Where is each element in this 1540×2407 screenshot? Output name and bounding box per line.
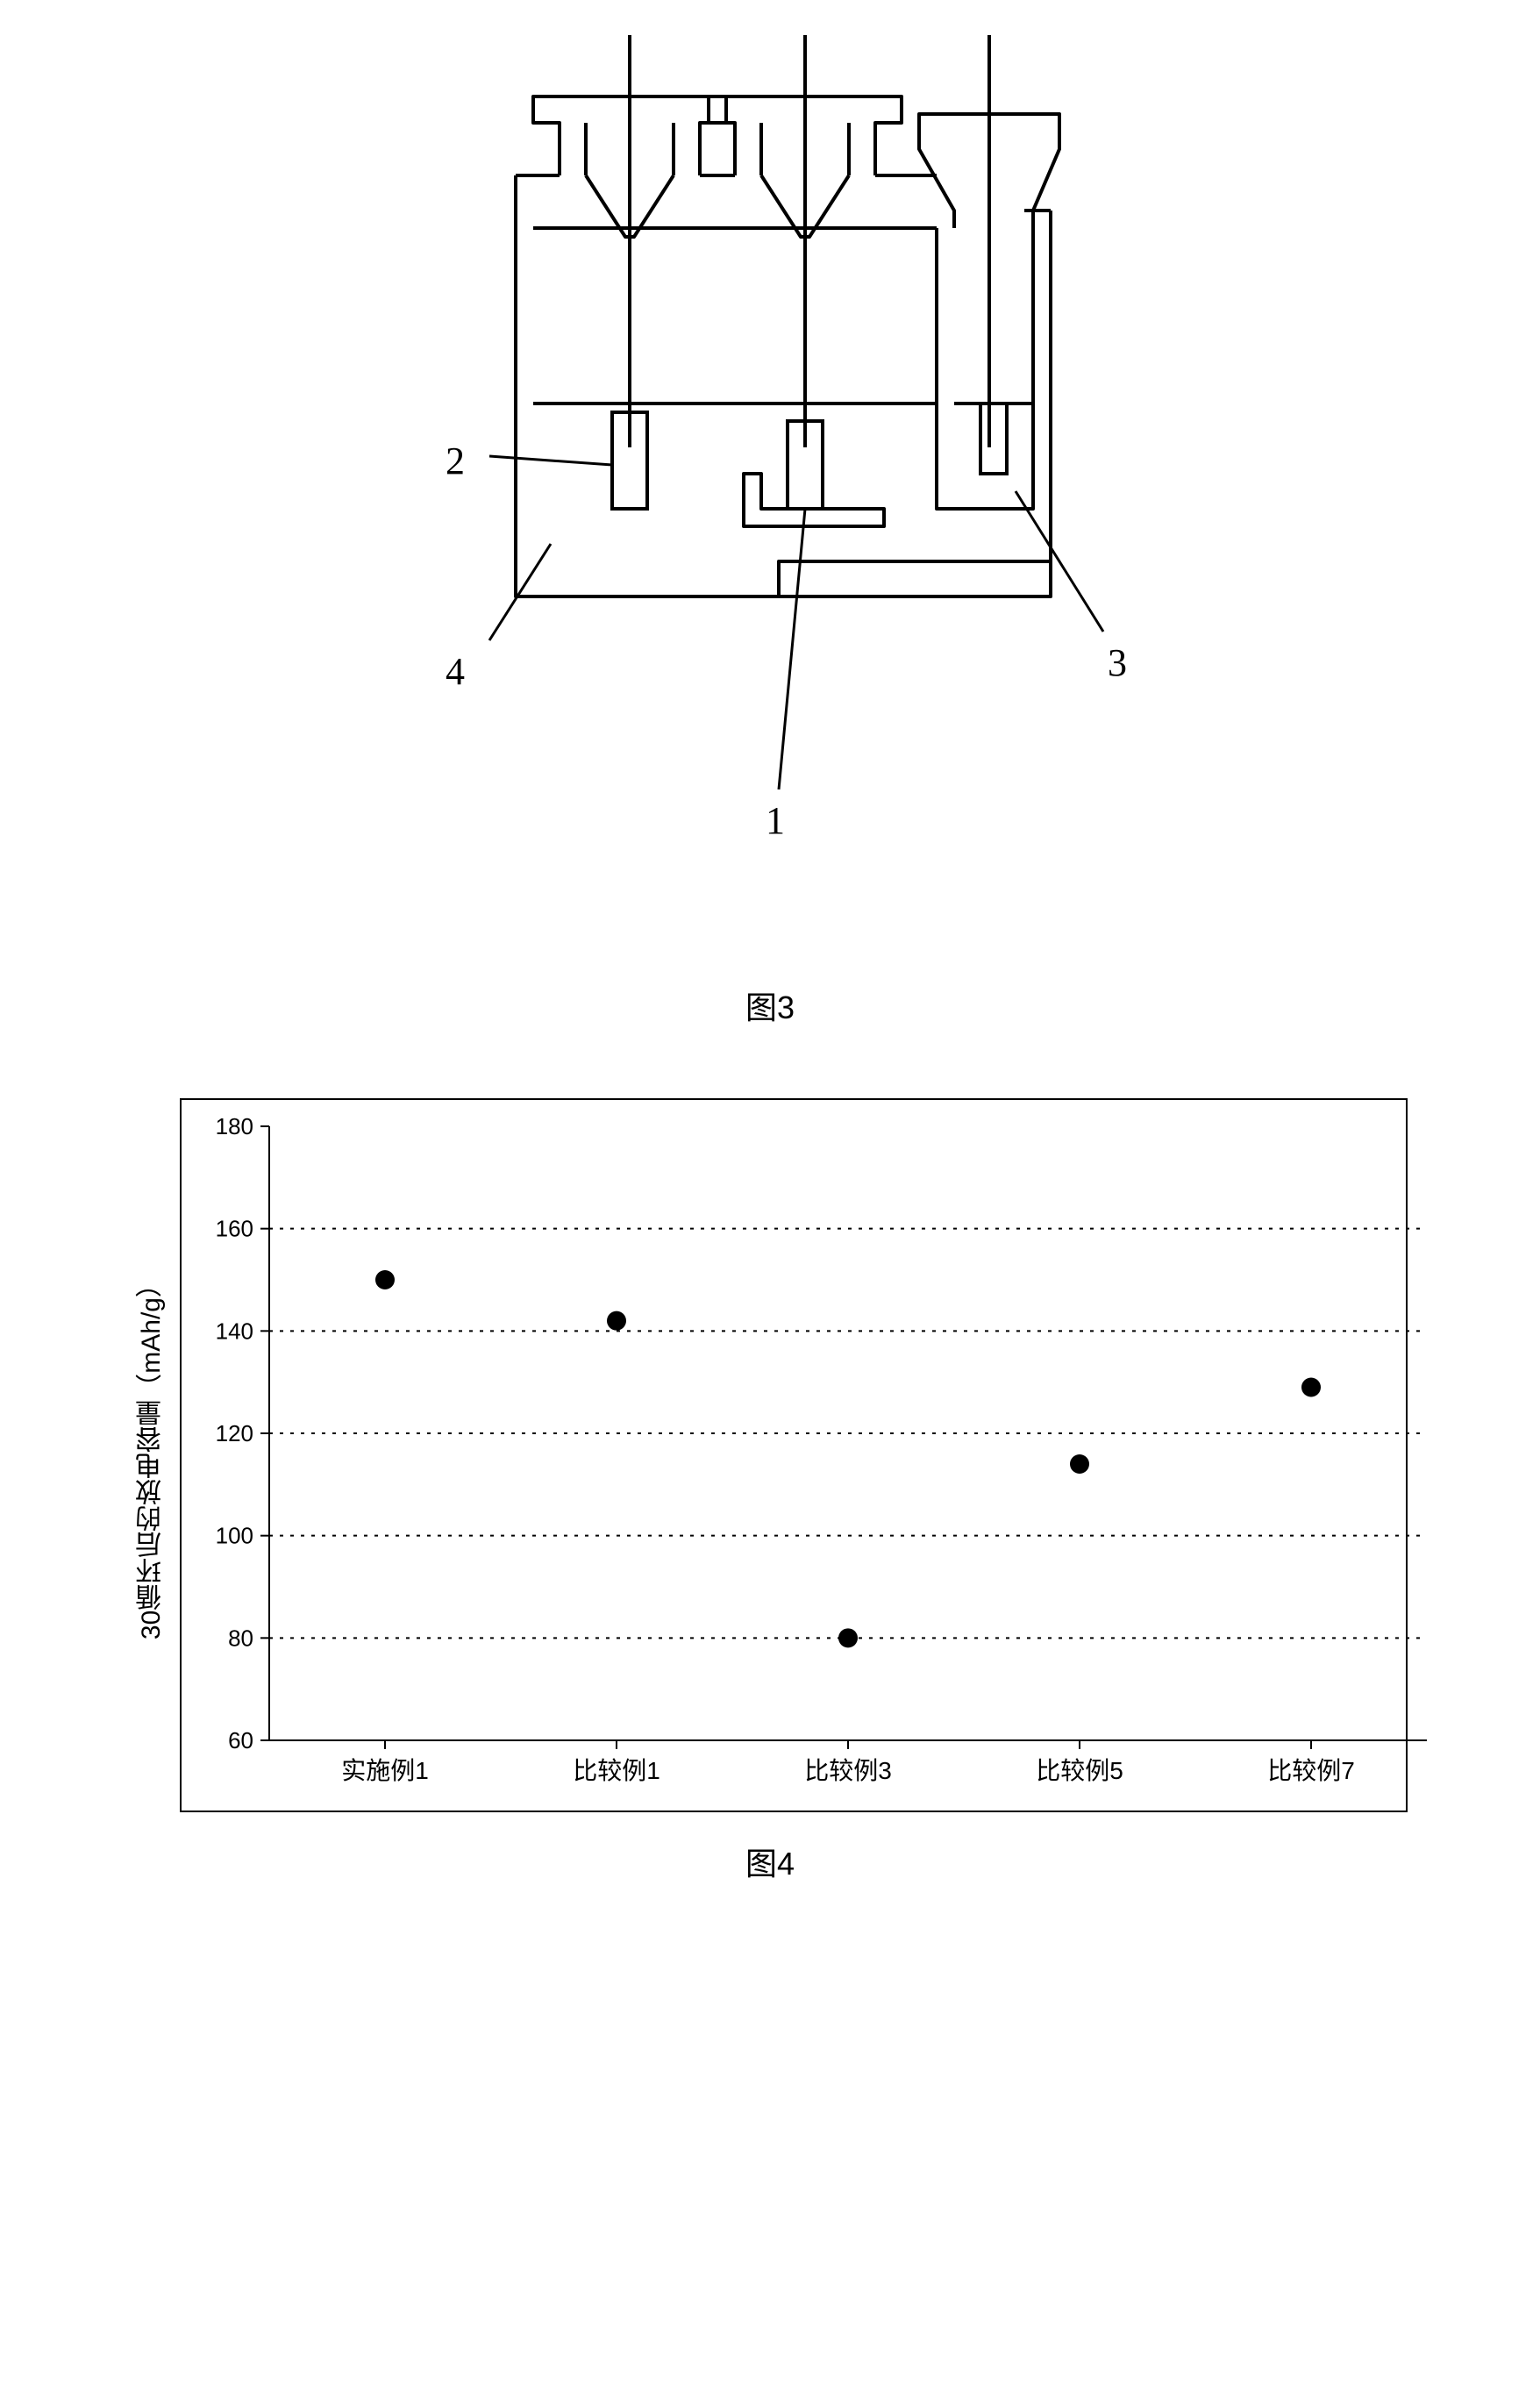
scatter-chart: 60 80 100 120 140 160 180 实施例1 比较例1 比较例3 比较例5 比较例7 (182, 1100, 1462, 1811)
x-tick-label: 实施例1 (341, 1757, 429, 1784)
data-point (1301, 1378, 1321, 1397)
callout-4: 4 (446, 650, 465, 693)
figure-3-label: 图3 (745, 982, 795, 1028)
chart-plot-area: 60 80 100 120 140 160 180 实施例1 比较例1 比较例3 比较例5 比较例7 (180, 1098, 1408, 1812)
x-tick-label: 比较例5 (1036, 1757, 1123, 1784)
figure-4-label: 图4 (745, 1839, 795, 1884)
chart-y-axis-label: 30循环后的放电容量（mAh/g） (132, 1271, 171, 1639)
y-tick-label: 180 (216, 1113, 253, 1139)
y-tick-label: 120 (216, 1420, 253, 1446)
x-tick-label: 比较例3 (804, 1757, 892, 1784)
callout-1: 1 (766, 799, 785, 842)
data-point (838, 1628, 858, 1647)
x-tick-label: 比较例1 (573, 1757, 660, 1784)
data-point (607, 1311, 626, 1331)
y-tick-label: 60 (228, 1727, 253, 1753)
y-tick-label: 80 (228, 1625, 253, 1651)
y-tick-label: 140 (216, 1318, 253, 1344)
callout-3: 3 (1108, 641, 1127, 684)
x-tick-label: 比较例7 (1267, 1757, 1355, 1784)
callout-2: 2 (446, 439, 465, 482)
apparatus-diagram: 2 4 1 3 (288, 35, 1252, 956)
data-point (375, 1270, 395, 1289)
figure-3-container: 2 4 1 3 图3 (35, 35, 1505, 1028)
y-tick-label: 100 (216, 1523, 253, 1549)
data-point (1070, 1454, 1089, 1474)
y-tick-label: 160 (216, 1216, 253, 1242)
figure-4-container: 30循环后的放电容量（mAh/g） 60 80 100 120 140 160 180 实施例… (35, 1098, 1505, 1884)
